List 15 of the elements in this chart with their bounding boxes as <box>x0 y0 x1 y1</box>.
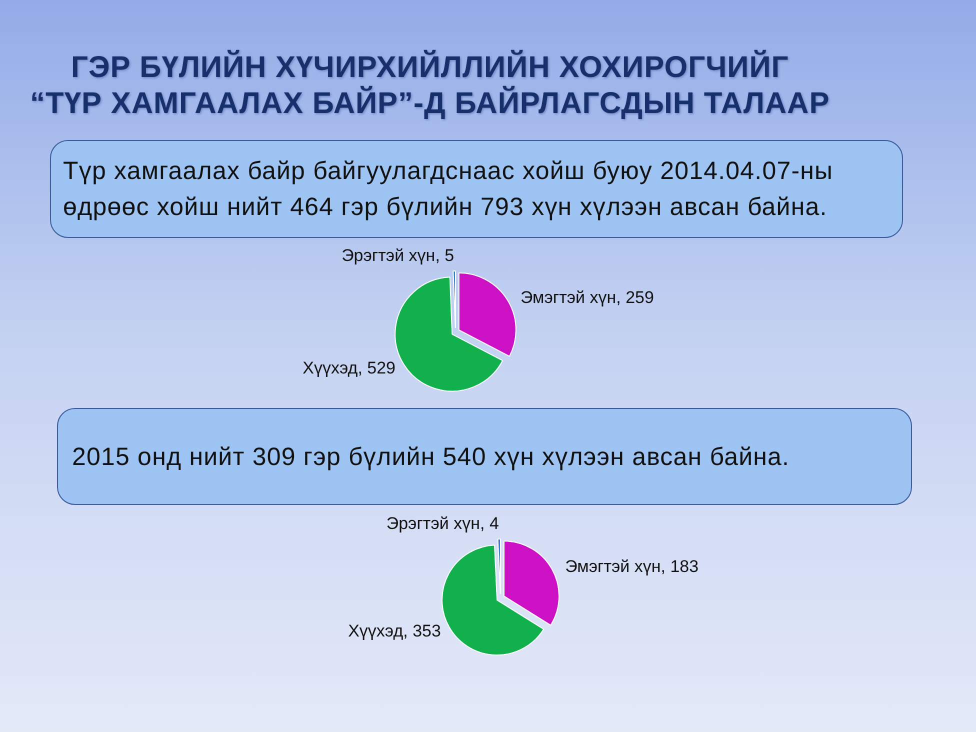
data-label: , 183 <box>660 556 699 576</box>
data-label: , 5 <box>435 246 454 266</box>
data-label: , 529 <box>358 358 396 378</box>
chart-subtitle: 2015 онд нийт 309 гэр бүлийн 540 хүн хүлээн авсан байна. <box>72 442 790 472</box>
slice-label: Эмэгтэй хүн <box>520 288 616 307</box>
data-label: , 4 <box>480 514 499 534</box>
slice-label: Хүүхэд <box>348 621 404 640</box>
data-label: , 259 <box>616 288 654 307</box>
chart-title: ГЭР БҮЛИЙН ХҮЧИРХИЙЛЛИЙН ХОХИРОГЧИЙГ “ТҮР ХАМГААЛАХ БАЙР”-Д БАЙРЛАГСДЫН ТАЛААР <box>30 50 830 122</box>
slice-label: Эрэгтэй хүн <box>386 514 480 534</box>
data-label: , 353 <box>403 621 441 640</box>
slice-label: Хүүхэд <box>302 358 358 378</box>
chart-subtitle: Түр хамгаалах байр байгуулагдснаас хойш буюу 2014.04.07-ны өдрөөс хойш нийт 464 гэр бүлийн 793 хүн хүлээн авсан байна. <box>63 156 834 223</box>
slice-label: Эмэгтэй хүн <box>565 556 661 576</box>
slice-label: Эрэгтэй хүн <box>342 246 436 266</box>
